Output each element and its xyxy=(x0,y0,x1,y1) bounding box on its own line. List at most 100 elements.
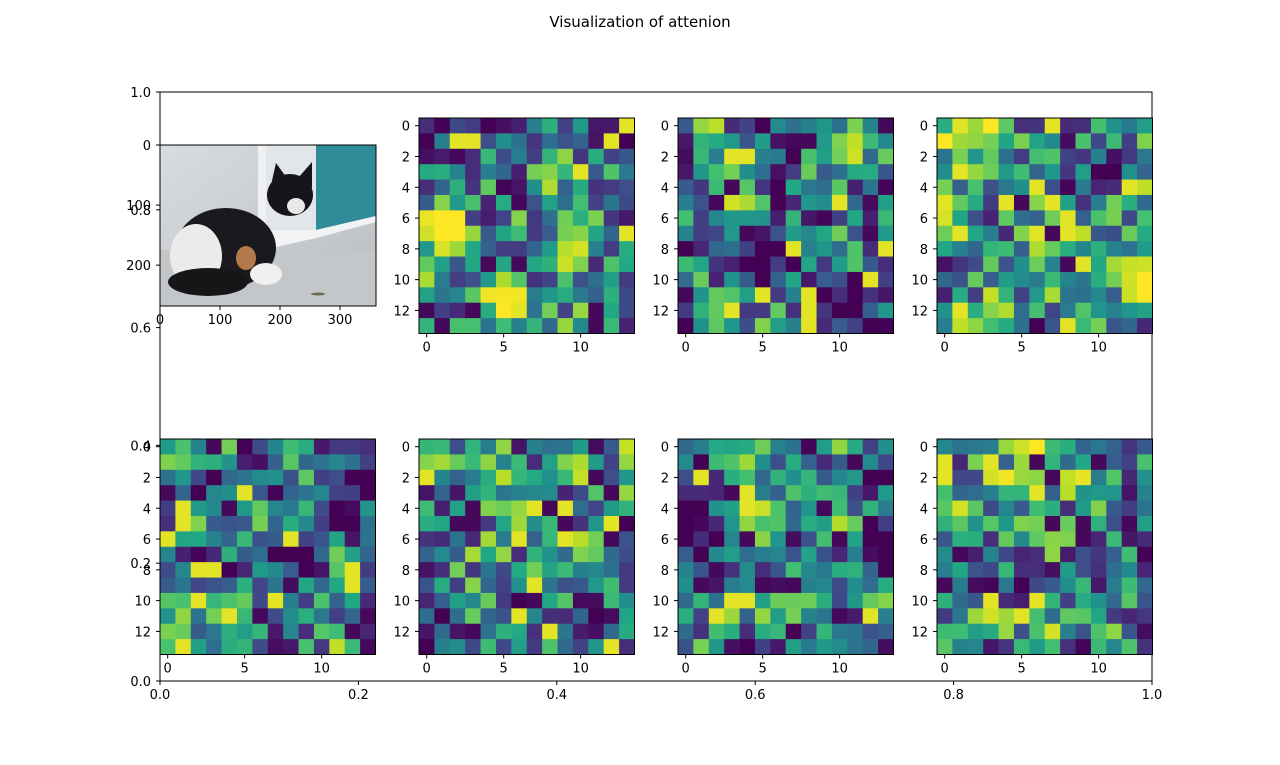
heatmap-cell xyxy=(619,133,635,150)
heatmap-cell xyxy=(360,546,376,563)
heatmap-cell xyxy=(480,454,497,471)
heatmap-cell xyxy=(419,133,435,150)
heatmap-y-tick-label: 0 xyxy=(661,441,669,456)
heatmap-cell xyxy=(754,439,771,455)
heatmap-cell xyxy=(1121,515,1138,532)
heatmap-cell xyxy=(754,639,771,655)
heatmap-cell xyxy=(937,439,953,455)
heatmap-cell xyxy=(862,577,879,594)
heatmap-cell xyxy=(221,531,238,548)
heatmap-cell xyxy=(937,318,953,334)
heatmap-cell xyxy=(739,454,756,471)
heatmap-cell xyxy=(619,318,635,334)
heatmap-cell xyxy=(283,469,299,486)
heatmap-cell xyxy=(878,577,894,594)
heatmap-cell xyxy=(283,454,299,471)
heatmap-cell xyxy=(801,531,817,548)
heatmap-cell xyxy=(878,454,894,471)
heatmap-cell xyxy=(1137,318,1153,334)
heatmap-cell xyxy=(878,592,894,609)
heatmap-cell xyxy=(708,485,725,501)
heatmap-cell xyxy=(816,271,833,288)
heatmap-cell xyxy=(542,225,558,242)
heatmap-cell xyxy=(1090,241,1107,257)
heatmap-cell xyxy=(175,515,192,532)
heatmap-cell xyxy=(754,592,771,609)
heatmap-cell xyxy=(206,546,222,563)
heatmap-cell xyxy=(572,118,589,134)
heatmap-cell xyxy=(693,194,710,211)
heatmap-cell xyxy=(465,608,481,625)
heatmap-cell xyxy=(847,302,864,319)
heatmap-cell xyxy=(816,241,833,257)
heatmap-cell xyxy=(998,439,1015,455)
heatmap-cell xyxy=(847,194,864,211)
heatmap-cell xyxy=(221,562,238,578)
heatmap-cell xyxy=(1029,256,1046,273)
heatmap-cell xyxy=(449,118,466,134)
photo-panel: 0 100 200 300 0 100 200 xyxy=(126,139,377,328)
heatmap-cell xyxy=(1075,318,1092,334)
heatmap-y-tick-label: 8 xyxy=(661,243,669,258)
heatmap-cell xyxy=(1044,164,1061,180)
heatmap-cell xyxy=(526,531,543,548)
heatmap-cell xyxy=(572,592,589,609)
heatmap-cell xyxy=(1075,225,1092,242)
heatmap-cell xyxy=(937,210,953,227)
heatmap-cell xyxy=(360,469,376,486)
heatmap-cell xyxy=(434,241,451,257)
heatmap-y-tick-label: 6 xyxy=(661,533,669,548)
heatmap-cell xyxy=(1013,546,1030,563)
heatmap-x-tick-label: 0 xyxy=(423,341,431,356)
heatmap-cell xyxy=(1137,623,1153,640)
heatmap-cell xyxy=(770,500,787,517)
heatmap-cell xyxy=(983,639,999,655)
heatmap-cell xyxy=(754,256,771,273)
heatmap-cell xyxy=(1044,271,1061,288)
heatmap-cell xyxy=(785,164,802,180)
heatmap-cell xyxy=(678,485,694,501)
heatmap-cell xyxy=(816,179,833,196)
heatmap-cell xyxy=(724,318,740,334)
heatmap-cell xyxy=(983,485,999,501)
heatmap-cell xyxy=(693,546,710,563)
heatmap-cell xyxy=(693,148,710,165)
heatmap-cell xyxy=(1137,577,1153,594)
heatmap-cell xyxy=(603,546,620,563)
heatmap-cell xyxy=(998,562,1015,578)
heatmap-cell xyxy=(419,210,435,227)
heatmap-cell xyxy=(480,271,497,288)
heatmap-cell xyxy=(693,454,710,471)
heatmap-cell xyxy=(619,531,635,548)
heatmap-cell xyxy=(754,500,771,517)
heatmap-cell xyxy=(754,454,771,471)
heatmap-cell xyxy=(190,531,207,548)
heatmap-cell xyxy=(495,608,512,625)
heatmap-cell xyxy=(360,623,376,640)
heatmap-cell xyxy=(1090,485,1107,501)
heatmap-cell xyxy=(511,546,528,563)
heatmap-cell xyxy=(739,148,756,165)
heatmap-cell xyxy=(619,485,635,501)
heatmap-cell xyxy=(785,318,802,334)
heatmap-cell xyxy=(572,210,589,227)
heatmap-cell xyxy=(983,179,999,196)
heatmap-cell xyxy=(1013,256,1030,273)
heatmap-cell xyxy=(831,271,848,288)
heatmap-cell xyxy=(1029,454,1046,471)
heatmap-cell xyxy=(862,225,879,242)
heatmap-cell xyxy=(937,148,953,165)
heatmap-cell xyxy=(588,179,605,196)
heatmap-cell xyxy=(770,454,787,471)
heatmap-cell xyxy=(998,485,1015,501)
heatmap-cell xyxy=(1075,469,1092,486)
heatmap-cell xyxy=(831,639,848,655)
heatmap-cell xyxy=(1090,148,1107,165)
heatmap-cell xyxy=(190,469,207,486)
heatmap-cell xyxy=(465,210,481,227)
heatmap-cell xyxy=(252,531,269,548)
heatmap-cell xyxy=(1121,318,1138,334)
heatmap-cell xyxy=(236,485,253,501)
heatmap-cell xyxy=(708,302,725,319)
heatmap-cell xyxy=(480,608,497,625)
